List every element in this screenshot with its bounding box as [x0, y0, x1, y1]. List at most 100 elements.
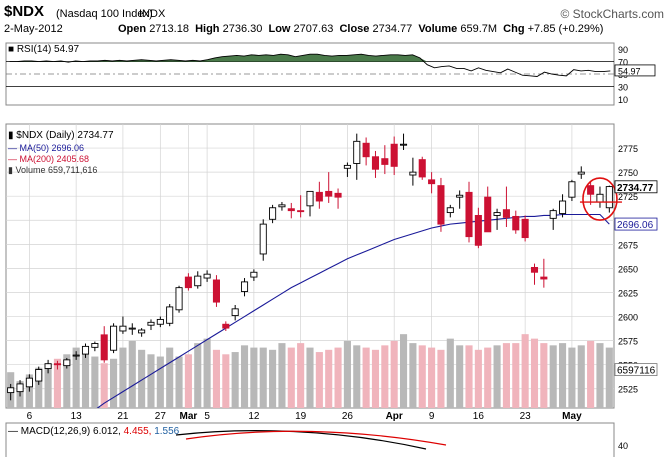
exchange-label: INDX	[139, 8, 166, 20]
volume-bar	[418, 345, 426, 408]
candle-body	[231, 308, 239, 317]
candle-body	[128, 327, 136, 330]
volume-bar	[269, 349, 277, 408]
macd-signal-value: 4.455,	[124, 426, 155, 437]
price-tick-label: 2600	[618, 313, 638, 323]
date-tick-label: Apr	[386, 411, 403, 422]
volume-bar	[353, 345, 361, 408]
rsi-tick-label: 10	[618, 95, 628, 105]
volume-bar	[465, 345, 473, 408]
candle-body	[44, 363, 52, 369]
candle-body	[446, 207, 454, 214]
rsi-value-label: 54.97	[618, 66, 641, 76]
date-tick-label: 26	[342, 411, 354, 422]
volume-bar	[110, 358, 118, 408]
volume-bar	[119, 347, 127, 408]
volume-bar	[212, 349, 221, 408]
candle-body	[549, 210, 557, 219]
candle-body	[110, 325, 118, 351]
volume-bar	[166, 347, 174, 408]
candle-body	[259, 223, 267, 255]
candle-body	[175, 287, 183, 311]
candle-body	[474, 215, 482, 246]
candle-body	[222, 323, 230, 329]
volume-bar	[240, 345, 249, 408]
volume-bar	[287, 347, 295, 408]
chg-value: +7.85 (+0.29%)	[527, 23, 604, 35]
price-tick-label: 2775	[618, 144, 638, 154]
candle-body	[353, 140, 361, 164]
volume-bar	[138, 349, 146, 408]
volume-bar	[530, 338, 539, 408]
volume-bar	[484, 347, 492, 408]
price-tick-label: 2750	[618, 168, 638, 178]
volume-bar	[371, 349, 380, 408]
candle-body	[81, 345, 90, 355]
rsi-tick-label: 30	[618, 82, 628, 92]
volume-bar	[297, 343, 305, 408]
volume-label: Volume	[418, 23, 458, 35]
volume-bar	[278, 343, 286, 408]
price-tick-label: 2675	[618, 240, 638, 250]
candle-body	[456, 194, 464, 198]
volume-bar	[549, 345, 557, 408]
volume-bar	[605, 347, 613, 408]
volume-bar	[446, 338, 454, 408]
volume-bar	[194, 343, 202, 408]
candle-body	[212, 279, 220, 303]
candle-body	[250, 271, 258, 278]
high-label: High	[195, 23, 220, 35]
volume-value-label: 6597116	[617, 366, 656, 377]
rsi-value-box	[614, 64, 656, 77]
index-name: (Nasdaq 100 Index)	[56, 8, 153, 20]
volume-bar	[156, 356, 164, 408]
volume-bar	[568, 347, 576, 408]
price-tick-label: 2625	[618, 288, 638, 298]
symbol-title: $NDX	[4, 3, 45, 20]
candle-body	[25, 377, 33, 388]
candle-body	[287, 208, 295, 212]
date-tick-label: 5	[204, 411, 210, 422]
candle-body	[166, 306, 174, 324]
date-tick-label: 23	[520, 411, 532, 422]
candle-body	[437, 185, 445, 225]
candle-body	[596, 193, 604, 203]
macd-signal-line	[185, 430, 447, 446]
candle-body	[559, 200, 567, 214]
candle-body	[465, 191, 473, 238]
candle-body	[334, 192, 342, 198]
candle-body	[530, 266, 539, 273]
candle-body	[325, 190, 333, 197]
legend-ma200: — MA(200) 2405.68	[8, 154, 89, 164]
candle-body	[343, 164, 351, 169]
volume-bar	[334, 347, 342, 408]
candle-body	[100, 334, 108, 361]
ma50-line	[96, 213, 610, 408]
legend-ma50: — MA(50) 2696.06	[8, 143, 84, 153]
volume-value-box	[614, 363, 658, 377]
candle-body	[147, 321, 155, 326]
candle-body	[297, 210, 305, 213]
candle-body	[418, 159, 426, 178]
date-tick-label: 9	[429, 411, 435, 422]
macd-legend: — MACD(12,26,9) 6.012, 4.455, 1.556	[8, 426, 180, 437]
candle-body	[306, 190, 314, 207]
ma50-value-box	[614, 217, 658, 231]
stockcharts-brand[interactable]: © StockCharts.com	[560, 7, 664, 21]
volume-bar	[306, 347, 314, 408]
volume-bar	[540, 343, 548, 408]
candle-body	[390, 143, 398, 167]
candle-body	[428, 179, 436, 185]
volume-bar	[456, 345, 464, 408]
volume-bar	[63, 354, 71, 408]
candle-body	[278, 204, 286, 208]
candle-body	[138, 329, 146, 334]
date-tick-label: 27	[155, 411, 167, 422]
quote-date: 2-May-2012	[4, 23, 63, 35]
volume-bar	[231, 352, 239, 408]
chg-label: Chg	[503, 23, 525, 35]
candle-body	[409, 171, 417, 176]
price-legend-title: ▮ $NDX (Daily) 2734.77	[8, 130, 114, 141]
volume-bar	[315, 352, 323, 408]
